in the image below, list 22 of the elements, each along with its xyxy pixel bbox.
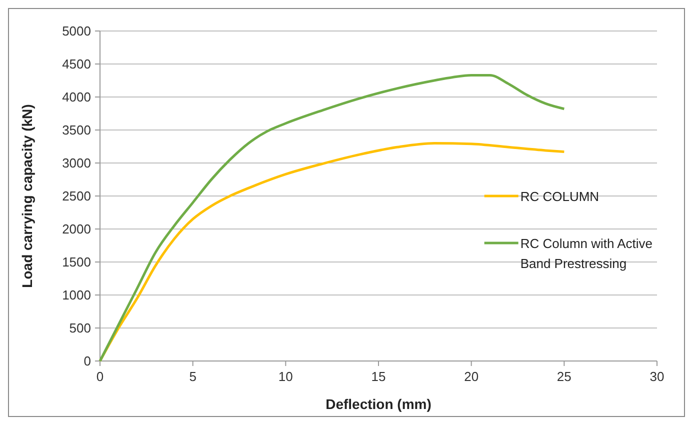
y-tick-label: 1000	[62, 288, 91, 302]
y-tick-label: 2000	[62, 222, 91, 236]
y-tick-label: 500	[69, 320, 91, 336]
x-tick-label: 10	[278, 369, 293, 384]
y-tick-label: 3000	[62, 156, 91, 170]
x-tick-label: 20	[464, 369, 479, 384]
x-tick-label: 15	[371, 369, 386, 384]
y-tick-label: 5000	[62, 24, 91, 38]
x-tick-label: 0	[96, 369, 104, 384]
y-tick-label: 0	[84, 354, 91, 368]
y-axis-title: Load carrying capacity (kN)	[19, 104, 35, 288]
legend-label: RC Column with Active Band Prestressing	[520, 236, 653, 271]
legend-label: RC COLUMN	[520, 189, 600, 204]
y-tick-label: 4000	[62, 90, 91, 104]
y-tick-label: 3500	[62, 122, 91, 138]
x-tick-label: 25	[556, 369, 572, 384]
x-tick-label: 5	[189, 369, 196, 384]
x-tick-label: 30	[650, 369, 664, 384]
y-tick-label: 1500	[62, 254, 91, 270]
y-tick-label: 4500	[62, 56, 91, 72]
y-tick-label: 2500	[62, 188, 91, 204]
x-axis-title: Deflection (mm)	[326, 396, 432, 412]
